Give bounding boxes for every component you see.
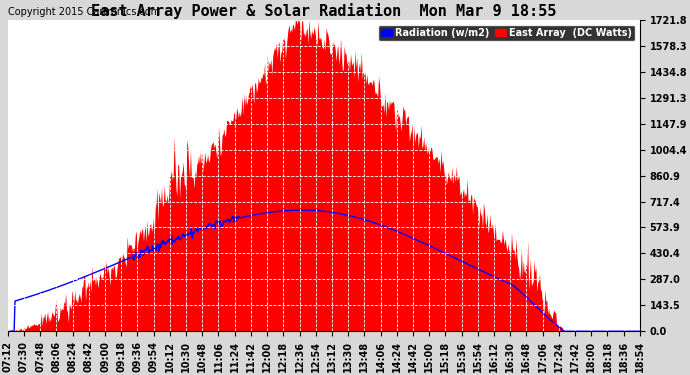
Legend: Radiation (w/m2), East Array  (DC Watts): Radiation (w/m2), East Array (DC Watts) bbox=[378, 25, 635, 40]
Text: Copyright 2015 Cartronics.com: Copyright 2015 Cartronics.com bbox=[8, 7, 160, 17]
Title: East Array Power & Solar Radiation  Mon Mar 9 18:55: East Array Power & Solar Radiation Mon M… bbox=[91, 3, 557, 19]
